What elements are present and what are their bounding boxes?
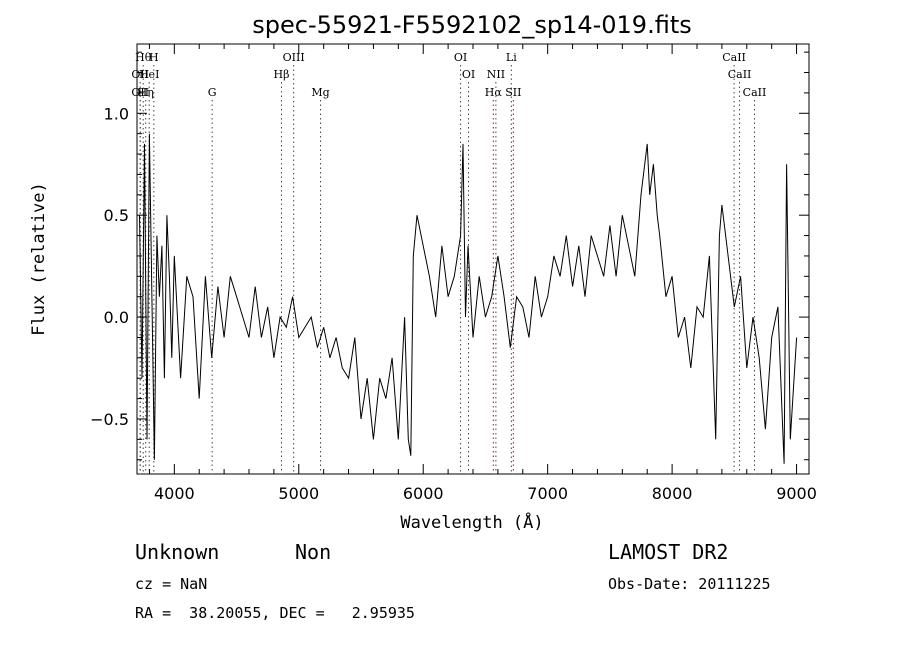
y-tick-label: 0.5 bbox=[104, 206, 129, 225]
survey-name: LAMOST DR2 bbox=[608, 540, 729, 564]
y-tick-label: −0.5 bbox=[90, 410, 129, 429]
x-tick-label: 7000 bbox=[527, 484, 568, 503]
y-tick-label: 0.0 bbox=[104, 308, 129, 327]
line-marker-label: Li bbox=[506, 51, 517, 64]
x-tick-label: 4000 bbox=[154, 484, 195, 503]
spectrum-chart: spec-55921-F5592102_sp14-019.fits OII OII… bbox=[29, 11, 817, 533]
x-tick-label: 8000 bbox=[652, 484, 693, 503]
axis-ticks: 4000 5000 6000 7000 8000 9000 −0.5 0.0 0.5 1.0 bbox=[90, 44, 817, 503]
line-markers: OIIOIIHθHηHeIHGHβOIIIMgOIOIHαNIILiSIICaI… bbox=[131, 51, 766, 474]
line-marker-label: CaII bbox=[743, 86, 767, 99]
y-axis-label: Flux (relative) bbox=[29, 182, 49, 336]
line-marker-label: Mg bbox=[311, 86, 329, 99]
line-marker-label: G bbox=[208, 86, 217, 99]
line-marker-label: H bbox=[149, 51, 159, 64]
line-marker-label: SII bbox=[505, 86, 521, 99]
line-marker-label: HeI bbox=[139, 68, 159, 81]
spectral-subclass: Non bbox=[295, 540, 332, 564]
line-marker-label: CaII bbox=[722, 51, 746, 64]
x-axis-label: Wavelength (Å) bbox=[400, 511, 543, 533]
line-marker-label: Hα bbox=[485, 86, 503, 99]
line-marker-label: NII bbox=[487, 68, 505, 81]
coordinates-text: RA = 38.20055, DEC = 2.95935 bbox=[135, 604, 415, 622]
line-marker-label: Hθ bbox=[135, 51, 152, 64]
x-tick-label: 5000 bbox=[278, 484, 319, 503]
spectrum-line bbox=[139, 133, 798, 464]
line-marker-label: OII bbox=[131, 68, 149, 81]
line-marker-label: Hη bbox=[138, 86, 154, 99]
spectral-class: Unknown bbox=[135, 540, 220, 564]
line-marker-label: OI bbox=[462, 68, 475, 81]
plot-frame bbox=[136, 43, 810, 475]
y-tick-label: 1.0 bbox=[104, 104, 129, 123]
chart-title: spec-55921-F5592102_sp14-019.fits bbox=[252, 11, 691, 39]
redshift-text: cz = NaN bbox=[135, 575, 208, 593]
x-tick-label: 9000 bbox=[776, 484, 817, 503]
line-marker-label: OI bbox=[454, 51, 467, 64]
line-marker-label: OIII bbox=[283, 51, 305, 64]
x-tick-label: 6000 bbox=[403, 484, 444, 503]
obs-date-text: Obs-Date: 20111225 bbox=[608, 575, 771, 593]
line-marker-label: Hβ bbox=[274, 68, 290, 81]
line-marker-label: CaII bbox=[728, 68, 752, 81]
